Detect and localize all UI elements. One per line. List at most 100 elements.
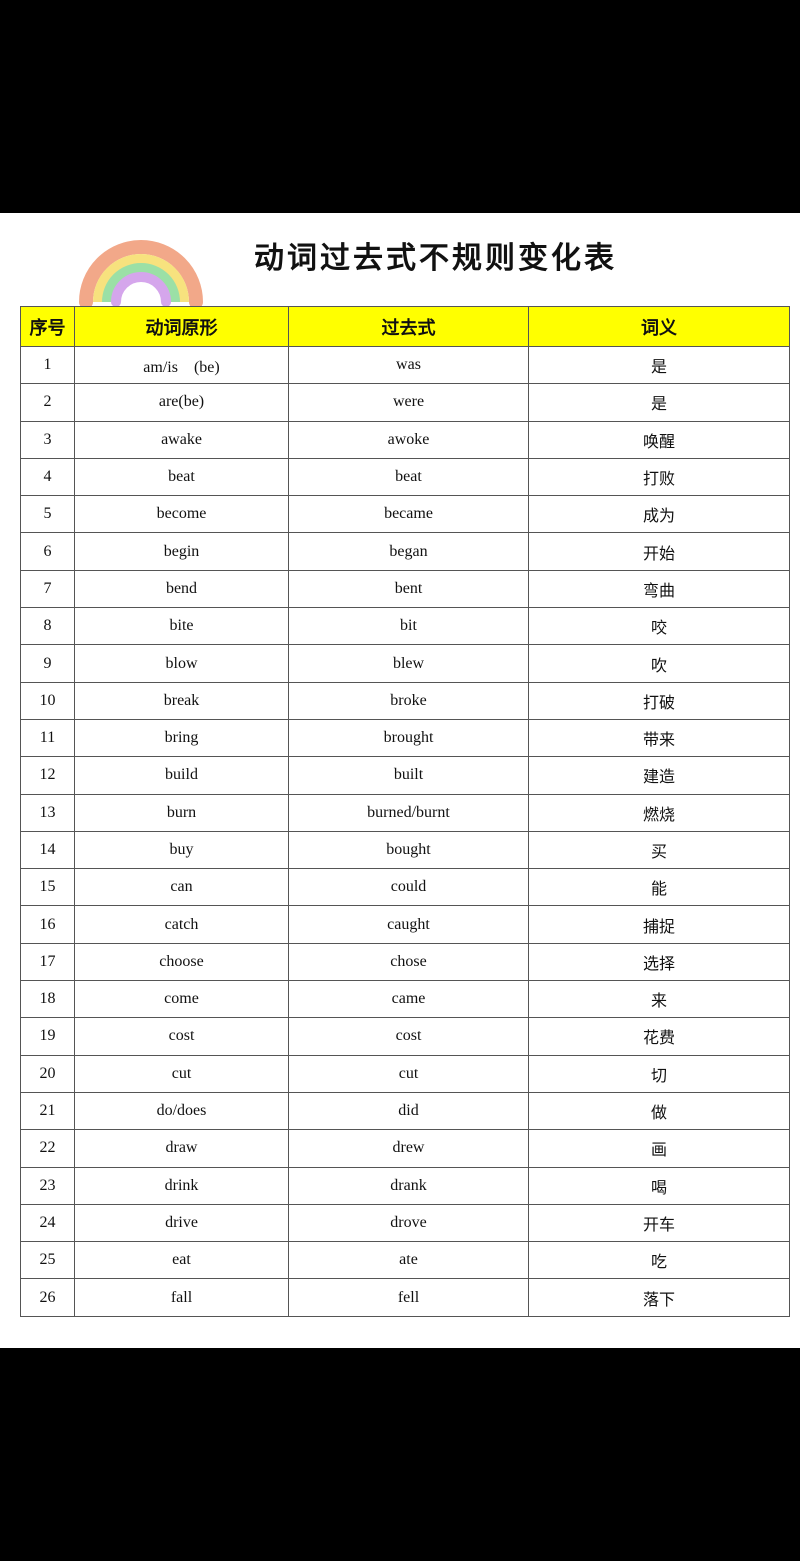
base-form: become xyxy=(74,495,289,534)
table-row: 15 can could 能 xyxy=(20,868,790,907)
table-row: 13 burn burned/burnt 燃烧 xyxy=(20,793,790,832)
row-number: 11 xyxy=(20,718,75,758)
table-row: 21 do/does did 做 xyxy=(20,1091,790,1131)
row-number: 16 xyxy=(20,905,75,944)
header-number: 序号 xyxy=(20,306,75,347)
meaning: 能 xyxy=(528,868,790,907)
row-number: 19 xyxy=(20,1017,75,1056)
header-meaning: 词义 xyxy=(528,306,790,347)
past-tense: fell xyxy=(288,1278,529,1317)
table-row: 17 choose chose 选择 xyxy=(20,942,790,982)
base-form: drink xyxy=(74,1166,289,1205)
row-number: 1 xyxy=(20,345,75,385)
table-row: 5 become became 成为 xyxy=(20,495,790,534)
meaning: 捕捉 xyxy=(528,905,790,944)
row-number: 26 xyxy=(20,1278,75,1317)
table-row: 9 blow blew 吹 xyxy=(20,644,790,683)
meaning: 开车 xyxy=(528,1203,790,1243)
table-row: 26 fall fell 落下 xyxy=(20,1278,790,1317)
base-form: fall xyxy=(74,1278,289,1317)
past-tense: drew xyxy=(288,1129,529,1168)
table-row: 16 catch caught 捕捉 xyxy=(20,905,790,944)
base-form: burn xyxy=(74,793,289,832)
past-tense: came xyxy=(288,980,529,1019)
past-tense: drank xyxy=(288,1166,529,1205)
base-form: bring xyxy=(74,718,289,758)
base-form: am/is (be) xyxy=(74,345,289,385)
table-row: 24 drive drove 开车 xyxy=(20,1203,790,1243)
past-tense: did xyxy=(288,1091,529,1131)
meaning: 燃烧 xyxy=(528,793,790,832)
table-row: 23 drink drank 喝 xyxy=(20,1166,790,1205)
past-tense: cut xyxy=(288,1054,529,1093)
header-past-tense: 过去式 xyxy=(288,306,529,347)
past-tense: drove xyxy=(288,1203,529,1243)
base-form: blow xyxy=(74,644,289,683)
row-number: 8 xyxy=(20,607,75,646)
meaning: 来 xyxy=(528,980,790,1019)
table-row: 18 come came 来 xyxy=(20,980,790,1019)
past-tense: brought xyxy=(288,718,529,758)
base-form: catch xyxy=(74,905,289,944)
table-row: 4 beat beat 打败 xyxy=(20,457,790,497)
row-number: 9 xyxy=(20,644,75,683)
page-title: 动词过去式不规则变化表 xyxy=(254,241,617,276)
row-number: 13 xyxy=(20,793,75,832)
meaning: 花费 xyxy=(528,1017,790,1056)
table-row: 7 bend bent 弯曲 xyxy=(20,569,790,609)
table-row: 11 bring brought 带来 xyxy=(20,718,790,758)
base-form: are(be) xyxy=(74,383,289,422)
row-number: 3 xyxy=(20,420,75,459)
base-form: beat xyxy=(74,457,289,497)
irregular-verbs-table: 序号 动词原形 过去式 词义 1 am/is (be) was 是 2 are(be) we… xyxy=(20,306,790,1317)
base-form: bend xyxy=(74,569,289,609)
row-number: 14 xyxy=(20,830,75,870)
base-form: break xyxy=(74,681,289,720)
row-number: 25 xyxy=(20,1241,75,1280)
row-number: 5 xyxy=(20,495,75,534)
row-number: 23 xyxy=(20,1166,75,1205)
table-row: 1 am/is (be) was 是 xyxy=(20,345,790,385)
table-row: 20 cut cut 切 xyxy=(20,1054,790,1093)
meaning: 咬 xyxy=(528,607,790,646)
meaning: 开始 xyxy=(528,532,790,571)
past-tense: could xyxy=(288,868,529,907)
base-form: build xyxy=(74,756,289,795)
base-form: choose xyxy=(74,942,289,982)
row-number: 18 xyxy=(20,980,75,1019)
past-tense: built xyxy=(288,756,529,795)
past-tense: broke xyxy=(288,681,529,720)
row-number: 22 xyxy=(20,1129,75,1168)
past-tense: blew xyxy=(288,644,529,683)
past-tense: burned/burnt xyxy=(288,793,529,832)
rainbow-icon xyxy=(79,240,203,307)
table-row: 10 break broke 打破 xyxy=(20,681,790,720)
meaning: 唤醒 xyxy=(528,420,790,459)
base-form: begin xyxy=(74,532,289,571)
document-page: 动词过去式不规则变化表 序号 动词原形 过去式 词义 1 am/is (be) wa… xyxy=(0,213,800,1348)
meaning: 打破 xyxy=(528,681,790,720)
table-row: 3 awake awoke 唤醒 xyxy=(20,420,790,459)
row-number: 10 xyxy=(20,681,75,720)
base-form: bite xyxy=(74,607,289,646)
row-number: 24 xyxy=(20,1203,75,1243)
meaning: 吃 xyxy=(528,1241,790,1280)
meaning: 带来 xyxy=(528,718,790,758)
row-number: 7 xyxy=(20,569,75,609)
past-tense: became xyxy=(288,495,529,534)
base-form: buy xyxy=(74,830,289,870)
meaning: 是 xyxy=(528,383,790,422)
row-number: 6 xyxy=(20,532,75,571)
base-form: cut xyxy=(74,1054,289,1093)
meaning: 切 xyxy=(528,1054,790,1093)
meaning: 做 xyxy=(528,1091,790,1131)
meaning: 建造 xyxy=(528,756,790,795)
base-form: cost xyxy=(74,1017,289,1056)
table-row: 8 bite bit 咬 xyxy=(20,607,790,646)
meaning: 是 xyxy=(528,345,790,385)
past-tense: was xyxy=(288,345,529,385)
base-form: do/does xyxy=(74,1091,289,1131)
past-tense: cost xyxy=(288,1017,529,1056)
past-tense: bent xyxy=(288,569,529,609)
meaning: 落下 xyxy=(528,1278,790,1317)
